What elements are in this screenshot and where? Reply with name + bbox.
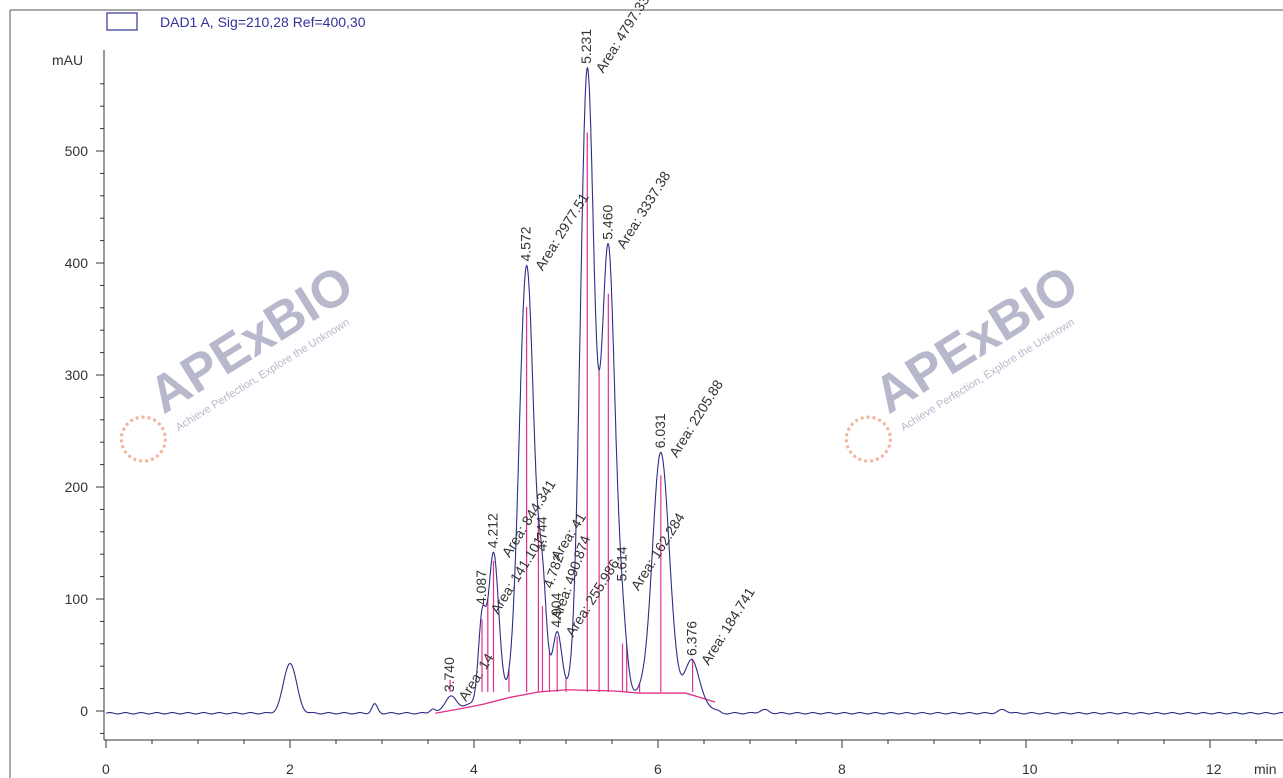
baseline-segment — [435, 689, 716, 714]
x-tick-label: 8 — [838, 761, 846, 777]
peak-rt-label: 4.212 — [485, 513, 501, 548]
y-tick-label: 300 — [65, 367, 89, 383]
peak-rt-label: 4.572 — [518, 226, 534, 261]
y-tick-label: 400 — [65, 255, 89, 271]
watermark-logo-icon — [119, 415, 167, 463]
peak-rt-label: 5.614 — [613, 546, 629, 581]
x-tick-label: 6 — [654, 761, 662, 777]
legend-label: DAD1 A, Sig=210,28 Ref=400,30 — [160, 14, 366, 30]
peak-rt-label: 5.231 — [578, 29, 594, 64]
x-tick-label: 2 — [286, 761, 294, 777]
peak-rt-label: 4.744 — [533, 516, 549, 551]
x-tick-label: 0 — [102, 761, 110, 777]
watermark-logo-icon — [844, 415, 892, 463]
y-tick-label: 200 — [65, 479, 89, 495]
peak-rt-label: 4.904 — [548, 592, 564, 627]
integration-baseline — [435, 132, 716, 714]
signal-trace — [105, 66, 1283, 715]
peak-rt-label: 6.376 — [684, 621, 700, 656]
y-tick-label: 500 — [65, 143, 89, 159]
peak-rt-label: 3.740 — [441, 657, 457, 692]
y-tick-label: 0 — [80, 703, 88, 719]
peak-rt-label: 6.031 — [652, 413, 668, 448]
y-tick-label: 100 — [65, 591, 89, 607]
x-axis-label: min — [1254, 761, 1277, 777]
y-axis-label: mAU — [52, 52, 83, 68]
legend: DAD1 A, Sig=210,28 Ref=400,30 — [106, 12, 366, 31]
x-tick-label: 12 — [1206, 761, 1222, 777]
peak-rt-label: 5.460 — [599, 205, 615, 240]
peak-rt-label: 4.087 — [473, 570, 489, 605]
x-tick-label: 4 — [470, 761, 478, 777]
x-tick-label: 10 — [1022, 761, 1038, 777]
axis-ticks: 0 2 4 6 8 10 12 0 100 200 300 400 500 — [65, 83, 1257, 777]
legend-swatch — [106, 12, 138, 31]
